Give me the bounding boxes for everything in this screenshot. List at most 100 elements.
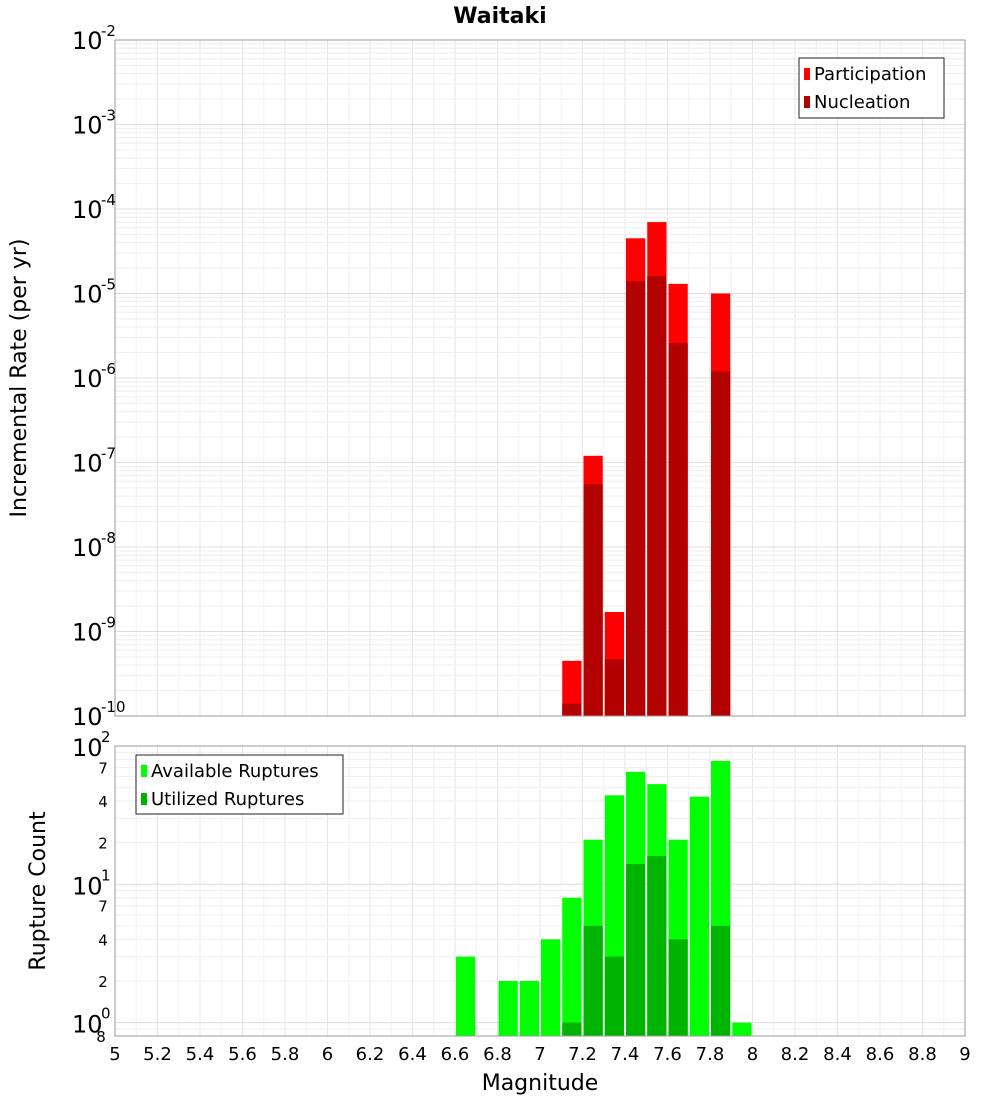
y-minor-tick-label: 4 bbox=[98, 793, 108, 811]
nucleation-bar bbox=[668, 342, 688, 716]
svg-text:-6: -6 bbox=[101, 360, 116, 378]
svg-text:-8: -8 bbox=[101, 529, 116, 547]
svg-text:-9: -9 bbox=[101, 614, 116, 632]
x-tick-label: 8.4 bbox=[823, 1044, 852, 1065]
x-tick-label: 5.4 bbox=[186, 1044, 215, 1065]
y-tick-label: 10-8 bbox=[72, 529, 116, 562]
nucleation-bar bbox=[562, 703, 582, 716]
svg-text:10: 10 bbox=[72, 365, 103, 393]
x-tick-label: 8.6 bbox=[866, 1044, 895, 1065]
y-minor-tick-label: 8 bbox=[96, 1028, 106, 1046]
utilized-ruptures-bar bbox=[711, 925, 731, 1036]
x-tick-label: 5.2 bbox=[143, 1044, 172, 1065]
svg-text:10: 10 bbox=[72, 734, 103, 762]
x-tick-label: 6 bbox=[322, 1044, 333, 1065]
y-minor-tick-label: 7 bbox=[98, 759, 108, 777]
legend-utilized-ruptures-label: Utilized Ruptures bbox=[151, 789, 304, 810]
y-tick-label: 10-9 bbox=[72, 614, 116, 647]
nucleation-bar bbox=[604, 659, 624, 716]
x-tick-label: 8 bbox=[747, 1044, 758, 1065]
svg-text:10: 10 bbox=[72, 619, 103, 647]
svg-text:2: 2 bbox=[101, 728, 111, 746]
legend-box bbox=[135, 754, 344, 815]
y-tick-label: 10-6 bbox=[72, 360, 116, 393]
top-bars bbox=[562, 222, 731, 717]
legend-utilized-ruptures-swatch bbox=[141, 793, 147, 805]
svg-text:-4: -4 bbox=[101, 191, 116, 209]
utilized-ruptures-bar bbox=[583, 925, 603, 1036]
svg-text:1: 1 bbox=[101, 866, 111, 884]
legend-available-ruptures-label: Available Ruptures bbox=[151, 761, 319, 782]
y-tick-label: 101 bbox=[72, 866, 111, 900]
available-ruptures-bar bbox=[541, 939, 561, 1036]
chart-title: Waitaki bbox=[453, 4, 546, 29]
svg-text:-3: -3 bbox=[101, 107, 116, 125]
x-tick-label: 6.8 bbox=[483, 1044, 512, 1065]
y-minor-tick-label: 7 bbox=[98, 898, 108, 916]
svg-text:-2: -2 bbox=[101, 22, 116, 40]
top-y-axis-label: Incremental Rate (per yr) bbox=[7, 239, 32, 518]
legend-box bbox=[798, 57, 945, 119]
bottom-plot-frame bbox=[114, 745, 966, 1037]
available-ruptures-bar bbox=[562, 897, 582, 1036]
y-minor-tick-label: 2 bbox=[98, 973, 108, 991]
available-ruptures-bar bbox=[732, 1022, 752, 1036]
svg-text:10: 10 bbox=[72, 1011, 103, 1039]
y-tick-label: 10-5 bbox=[72, 276, 116, 309]
x-tick-label: 7.8 bbox=[696, 1044, 725, 1065]
legend-participation-swatch bbox=[804, 68, 810, 80]
y-tick-label: 10-4 bbox=[72, 191, 116, 224]
y-tick-label: 102 bbox=[72, 728, 111, 762]
svg-text:10: 10 bbox=[72, 281, 103, 309]
x-tick-label: 7.6 bbox=[653, 1044, 682, 1065]
bottom-bars bbox=[456, 760, 752, 1036]
x-tick-label: 6.4 bbox=[398, 1044, 427, 1065]
x-tick-label: 7.4 bbox=[611, 1044, 640, 1065]
svg-text:10: 10 bbox=[72, 196, 103, 224]
y-tick-label: 100 bbox=[72, 1005, 111, 1039]
x-tick-label: 6.2 bbox=[356, 1044, 385, 1065]
x-axis-label: Magnitude bbox=[482, 1071, 599, 1096]
utilized-ruptures-bar bbox=[562, 1022, 582, 1036]
svg-text:10: 10 bbox=[72, 27, 103, 55]
bottom-y-axis-label: Rupture Count bbox=[26, 811, 51, 971]
y-minor-tick-label: 4 bbox=[98, 931, 108, 949]
legend-available-ruptures-swatch bbox=[141, 765, 147, 777]
nucleation-bar bbox=[626, 281, 646, 716]
legend-participation-label: Participation bbox=[814, 64, 926, 85]
y-minor-tick-label: 2 bbox=[98, 835, 108, 853]
available-ruptures-bar bbox=[498, 980, 518, 1036]
y-tick-label: 10-7 bbox=[72, 445, 116, 478]
x-tick-label: 6.6 bbox=[441, 1044, 470, 1065]
svg-text:0: 0 bbox=[101, 1005, 111, 1023]
x-tick-label: 8.8 bbox=[908, 1044, 937, 1065]
svg-text:10: 10 bbox=[72, 534, 103, 562]
top-y-ticks: 10-210-310-410-510-610-710-810-910-10 bbox=[72, 22, 126, 731]
utilized-ruptures-bar bbox=[604, 956, 624, 1036]
top-plot-frame bbox=[114, 39, 966, 717]
participation-bar bbox=[562, 660, 582, 716]
available-ruptures-bar bbox=[519, 980, 539, 1036]
x-tick-label: 5 bbox=[109, 1044, 120, 1065]
utilized-ruptures-bar bbox=[626, 864, 646, 1036]
utilized-ruptures-bar bbox=[668, 939, 688, 1036]
x-tick-label: 9 bbox=[959, 1044, 970, 1065]
svg-text:-7: -7 bbox=[101, 445, 116, 463]
available-ruptures-bar bbox=[456, 956, 476, 1036]
x-axis-ticks: 5 5.2 5.4 5.6 5.8 6 6.2 6.4 6.6 6.8 7 7.2 7.4 7.6 7.8 8… bbox=[109, 1044, 970, 1065]
x-tick-label: 5.6 bbox=[228, 1044, 257, 1065]
svg-text:10: 10 bbox=[72, 872, 103, 900]
legend-nucleation-swatch bbox=[804, 96, 810, 108]
top-plot-panel: 10-210-310-410-510-610-710-810-910-10 Pa… bbox=[72, 22, 966, 731]
svg-text:10: 10 bbox=[72, 703, 103, 731]
nucleation-bar bbox=[583, 484, 603, 716]
x-tick-label: 5.8 bbox=[271, 1044, 300, 1065]
x-tick-label: 8.2 bbox=[781, 1044, 810, 1065]
x-tick-label: 7 bbox=[534, 1044, 545, 1065]
nucleation-bar bbox=[647, 276, 667, 716]
svg-text:-10: -10 bbox=[101, 698, 126, 716]
nucleation-bar bbox=[711, 371, 731, 716]
y-tick-label: 10-2 bbox=[72, 22, 116, 55]
